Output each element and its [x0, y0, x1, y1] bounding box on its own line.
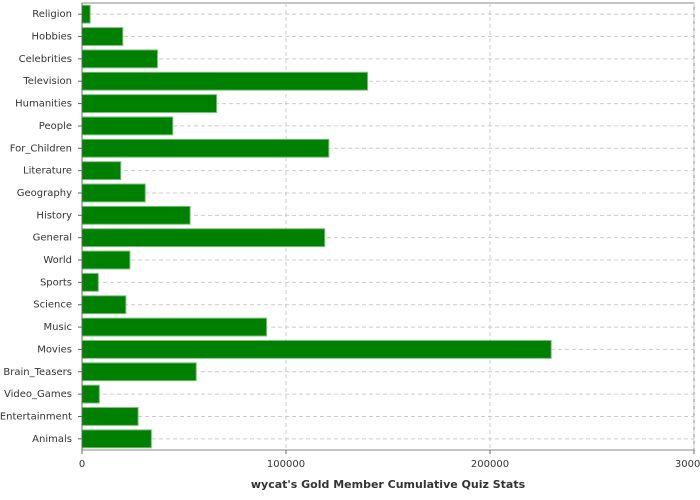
- bar: [81, 71, 369, 91]
- y-tick-label: Video_Games: [4, 389, 72, 400]
- x-tick-label: 0: [79, 459, 85, 470]
- bar: [81, 317, 268, 337]
- plot-area: [81, 2, 695, 451]
- bar: [81, 295, 127, 315]
- y-tick-label: Music: [44, 322, 72, 333]
- y-tick-label: Entertainment: [0, 411, 72, 422]
- bar: [81, 429, 152, 449]
- y-tick-label: People: [39, 121, 72, 132]
- x-tick-label: 300000: [675, 459, 700, 470]
- y-tick-label: Literature: [23, 166, 72, 177]
- y-tick-label: History: [36, 210, 72, 221]
- y-tick-label: Sports: [40, 277, 72, 288]
- y-tick-label: Television: [22, 76, 72, 87]
- y-tick-label: Brain_Teasers: [3, 367, 72, 378]
- y-tick-label: For_Children: [10, 143, 72, 154]
- bar: [81, 4, 91, 24]
- bar: [81, 228, 326, 248]
- x-axis-label: wycat's Gold Member Cumulative Quiz Stat…: [251, 478, 526, 491]
- bar: [81, 272, 99, 292]
- bar: [81, 339, 552, 359]
- bar: [81, 49, 158, 69]
- y-tick-label: Animals: [32, 434, 72, 445]
- y-tick-label: Science: [33, 300, 72, 311]
- y-tick-label: Geography: [17, 188, 72, 199]
- y-tick-label: Celebrities: [19, 54, 72, 65]
- bar: [81, 384, 100, 404]
- bar: [81, 250, 131, 270]
- y-tick-label: Religion: [32, 9, 72, 20]
- x-tick-label: 200000: [471, 459, 509, 470]
- y-tick-label: World: [43, 255, 72, 266]
- bar: [81, 138, 330, 158]
- bar: [81, 94, 218, 114]
- bar: [81, 183, 146, 203]
- bar: [81, 27, 124, 46]
- y-tick-label: Humanities: [15, 99, 72, 110]
- x-tick-label: 100000: [267, 459, 305, 470]
- bar: [81, 205, 191, 225]
- bar: [81, 116, 174, 136]
- y-tick-label: Hobbies: [32, 32, 72, 43]
- bar: [81, 362, 197, 382]
- bar: [81, 161, 122, 181]
- y-tick-label: Movies: [37, 344, 72, 355]
- y-tick-label: General: [33, 233, 72, 244]
- bar: [81, 407, 139, 426]
